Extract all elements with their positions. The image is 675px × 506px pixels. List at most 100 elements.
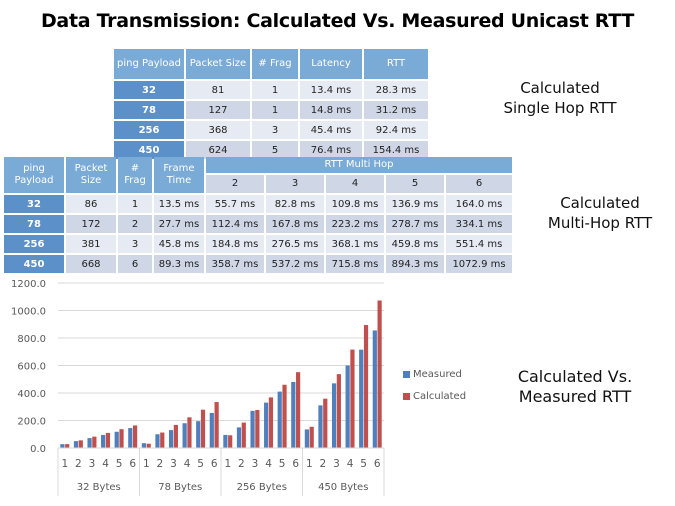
table-row: 256 368 3 45.4 ms 92.4 ms [114, 121, 428, 139]
cell: 381 [66, 235, 116, 253]
legend-swatch-measured [403, 370, 410, 378]
cell: 2 [118, 215, 152, 233]
bar-calculated-32-bytes-hop-3 [92, 436, 97, 448]
table-row: 32 86 1 13.5 ms 55.7 ms 82.8 ms 109.8 ms 136.9 … [4, 195, 512, 213]
bar-calculated-78-bytes-hop-4 [187, 417, 192, 448]
cell: 28.3 ms [364, 81, 428, 99]
cell: 368 [186, 121, 250, 139]
x-tick-label: 2 [157, 458, 164, 470]
x-tick-label: 5 [279, 458, 286, 470]
cell: 76.4 ms [300, 141, 362, 159]
cell: 136.9 ms [386, 195, 444, 213]
cell: 31.2 ms [364, 101, 428, 119]
bar-measured-256-bytes-hop-4 [264, 402, 269, 448]
cell: 450 [114, 141, 184, 159]
bar-measured-32-bytes-hop-6 [128, 428, 133, 448]
table-row: 450 624 5 76.4 ms 154.4 ms [114, 141, 428, 159]
cell: 78 [114, 101, 184, 119]
bar-measured-78-bytes-hop-6 [209, 412, 214, 448]
bars [60, 300, 382, 448]
cell: 1 [252, 81, 298, 99]
bar-measured-256-bytes-hop-1 [223, 434, 228, 448]
cell: 450 [4, 255, 64, 273]
x-tick-label: 2 [320, 458, 327, 470]
bar-calculated-78-bytes-hop-3 [173, 424, 178, 448]
cell: 223.2 ms [326, 215, 384, 233]
x-tick-label: 2 [75, 458, 82, 470]
cell: 13.4 ms [300, 81, 362, 99]
multi-hop-caption-line1: Calculated [560, 194, 640, 212]
x-tick-label: 4 [265, 458, 272, 470]
cell: 32 [114, 81, 184, 99]
cell: 668 [66, 255, 116, 273]
bar-calculated-78-bytes-hop-1 [146, 443, 151, 448]
bar-measured-450-bytes-hop-3 [331, 383, 337, 448]
cell: 109.8 ms [326, 195, 384, 213]
multi-hop-table: ping Payload Packet Size # Frag Frame Ti… [2, 155, 514, 275]
cell: 358.7 ms [206, 255, 264, 273]
x-group-label: 78 Bytes [158, 482, 202, 493]
cell: 3 [252, 121, 298, 139]
table-row: 32 81 1 13.4 ms 28.3 ms [114, 81, 428, 99]
bar-calculated-78-bytes-hop-5 [200, 409, 206, 448]
bar-calculated-450-bytes-hop-2 [323, 398, 328, 448]
bar-measured-450-bytes-hop-5 [359, 349, 364, 448]
header-frame-time: Frame Time [154, 157, 204, 193]
cell: 45.8 ms [154, 235, 204, 253]
cell: 13.5 ms [154, 195, 204, 213]
y-tick-label: 400.0 [17, 389, 46, 400]
bar-measured-450-bytes-hop-1 [304, 429, 309, 448]
bar-calculated-32-bytes-hop-6 [133, 425, 138, 448]
cell: 127 [186, 101, 250, 119]
cell: 55.7 ms [206, 195, 264, 213]
bar-measured-256-bytes-hop-5 [277, 391, 282, 448]
cell: 184.8 ms [206, 235, 264, 253]
bar-calculated-450-bytes-hop-3 [336, 374, 341, 448]
legend-item-calculated: Calculated [403, 388, 466, 404]
bar-calculated-450-bytes-hop-1 [309, 426, 314, 448]
bar-measured-32-bytes-hop-2 [73, 441, 79, 448]
x-tick-label: 6 [292, 458, 299, 470]
page-title: Data Transmission: Calculated Vs. Measur… [40, 10, 635, 32]
chart-caption: Calculated Vs. Measured RTT [490, 367, 660, 407]
bar-measured-450-bytes-hop-6 [372, 330, 377, 448]
header-hop-2: 2 [206, 175, 264, 193]
bar-calculated-32-bytes-hop-2 [78, 440, 83, 448]
cell: 45.4 ms [300, 121, 362, 139]
y-tick-label: 0.0 [30, 444, 46, 455]
cell: 278.7 ms [386, 215, 444, 233]
y-tick-label: 1200.0 [11, 279, 46, 290]
header-hop-4: 4 [326, 175, 384, 193]
x-group-label: 32 Bytes [77, 482, 121, 493]
header-ping-payload: ping Payload [114, 49, 184, 79]
x-tick-label: 4 [102, 458, 109, 470]
x-tick-label: 4 [184, 458, 191, 470]
x-tick-label: 6 [211, 458, 218, 470]
cell: 164.0 ms [446, 195, 512, 213]
bar-calculated-256-bytes-hop-3 [255, 409, 260, 448]
bar-measured-78-bytes-hop-3 [168, 430, 174, 448]
cell: 172 [66, 215, 116, 233]
bar-calculated-32-bytes-hop-1 [65, 444, 70, 448]
header-hop-5: 5 [386, 175, 444, 193]
cell: 551.4 ms [446, 235, 512, 253]
gridlines [58, 282, 384, 421]
multi-hop-caption-line2: Multi-Hop RTT [547, 214, 653, 232]
y-axis-ticks: 0.0 200.0 400.0 600.0 800.0 1000.0 1200.0 [11, 279, 46, 455]
y-tick-label: 800.0 [17, 334, 46, 345]
header-hop-3: 3 [266, 175, 324, 193]
legend-item-measured: Measured [403, 366, 466, 382]
header-frag: # Frag [118, 157, 152, 193]
header-latency: Latency [300, 49, 362, 79]
y-tick-label: 600.0 [17, 362, 46, 373]
bar-calculated-78-bytes-hop-2 [160, 432, 165, 448]
cell: 276.5 ms [266, 235, 324, 253]
y-tick-label: 200.0 [17, 417, 46, 428]
table-row: 256 381 3 45.8 ms 184.8 ms 276.5 ms 368.1 ms 45… [4, 235, 512, 253]
cell: 14.8 ms [300, 101, 362, 119]
header-frag: # Frag [252, 49, 298, 79]
legend-label-calculated: Calculated [413, 390, 467, 402]
cell: 3 [118, 235, 152, 253]
bar-measured-32-bytes-hop-1 [60, 444, 65, 448]
